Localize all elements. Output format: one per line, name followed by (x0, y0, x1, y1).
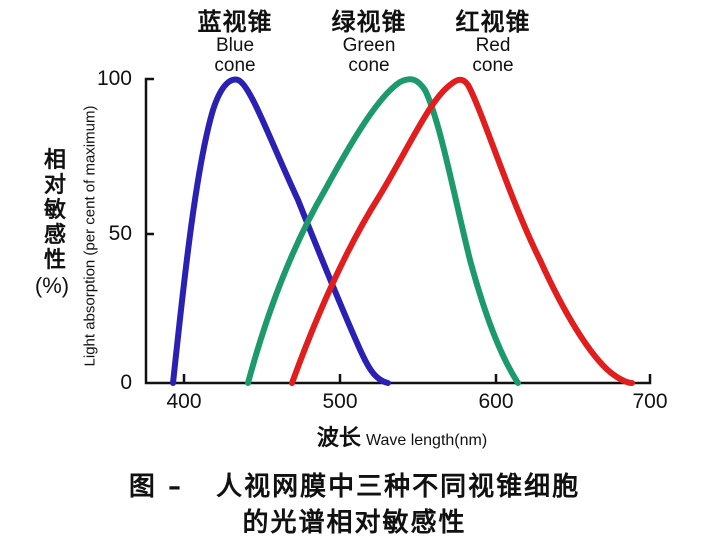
green-cone-label: 绿视锥 Green cone (314, 8, 424, 76)
y-axis-unit: (%) (34, 273, 70, 298)
red-cone-label-zh: 红视锥 (455, 8, 531, 36)
green-cone-label-en: Green (342, 35, 396, 56)
red-cone-curve (289, 76, 635, 386)
blue-cone-label: 蓝视锥 Blue cone (180, 8, 290, 76)
x-axis-label-zh: 波长 (316, 426, 361, 451)
green-cone-label-en2: cone (348, 55, 390, 76)
x-axis-label-en: Wave length(nm) (365, 432, 488, 449)
red-cone-label-en: Red (475, 35, 511, 56)
green-cone-curve (245, 76, 521, 386)
red-cone-label: 红视锥 Red cone (438, 8, 548, 76)
blue-cone-label-en: Blue (215, 35, 255, 56)
y-tick-50: 50 (108, 222, 132, 245)
x-tick-700: 700 (632, 390, 668, 413)
red-cone-label-en2: cone (472, 55, 514, 76)
blue-cone-curve (170, 76, 391, 386)
x-tick-400: 400 (166, 390, 202, 413)
x-axis-label: 波长 Wave length(nm) (0, 420, 709, 452)
green-cone-label-zh: 绿视锥 (331, 8, 407, 36)
axes (144, 77, 652, 385)
figure-caption-line1: 图 – 人视网膜中三种不同视锥细胞 (128, 472, 581, 502)
blue-cone-label-en2: cone (214, 55, 256, 76)
y-tick-0: 0 (120, 371, 132, 394)
x-tick-600: 600 (478, 390, 514, 413)
y-tick-100: 100 (96, 67, 132, 90)
y-axis-label-zh: 相对敏感性 (%) (34, 148, 70, 298)
x-tick-500: 500 (322, 390, 358, 413)
figure-caption-line2: 的光谱相对敏感性 (242, 508, 467, 538)
blue-cone-label-zh: 蓝视锥 (197, 8, 273, 36)
